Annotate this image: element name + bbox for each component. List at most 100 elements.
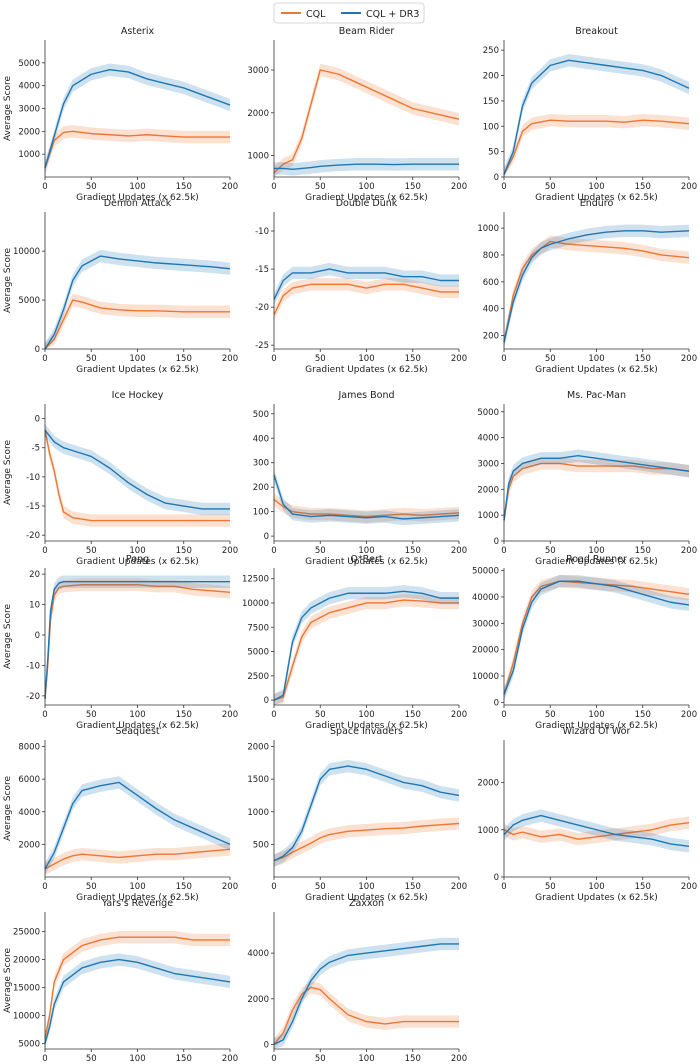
chart-panel: Zaxxon050100150200020004000Gradient Upda… <box>247 898 467 1064</box>
chart-panel: Breakout 0 50 100 150 200 0 50 100 150 200 250 Gradi… <box>483 26 697 203</box>
series-band <box>45 953 230 1049</box>
series-line <box>44 781 231 870</box>
y-tick-label: 800 <box>483 251 499 261</box>
x-tick-label: 200 <box>451 182 467 192</box>
y-tick-label: 0 <box>35 415 40 425</box>
y-tick-label: 50 <box>488 148 499 158</box>
x-tick-label: 0 <box>271 882 276 892</box>
x-tick-label: 100 <box>358 882 374 892</box>
y-tick-label: -10 <box>26 473 40 483</box>
chart-panel: Ice Hockey 0 50 100 150 200 -20 -15 -10 -5 0 Gradie… <box>3 390 238 567</box>
y-tick-label: 500 <box>253 840 269 850</box>
x-tick-label: 150 <box>176 354 192 364</box>
x-tick-label: 0 <box>271 546 276 556</box>
x-tick-label: 50 <box>545 710 556 720</box>
series-band <box>504 575 689 701</box>
x-tick-label: 100 <box>358 354 374 364</box>
y-tick-label: 2000 <box>247 995 269 1005</box>
y-axis-label: Average Score <box>3 948 13 1013</box>
x-tick-label: 0 <box>271 1054 276 1064</box>
x-tick-label: 200 <box>222 1054 238 1064</box>
x-axis-label: Gradient Updates (x 62.5k) <box>76 193 199 203</box>
series-band <box>274 817 459 867</box>
x-tick-label: 50 <box>545 182 556 192</box>
series-line <box>44 429 230 510</box>
series-line <box>273 69 460 174</box>
y-tick-label: 4000 <box>477 434 499 444</box>
chart-panel: Enduro 0 50 100 150 200 200 400 600 800 1000 Gradie… <box>477 198 697 375</box>
series-line <box>44 936 230 1038</box>
x-tick-label: 200 <box>681 354 697 364</box>
y-axis-label: Average Score <box>3 440 13 505</box>
x-tick-label: 200 <box>681 710 697 720</box>
chart-panel: Demon Attack 0 50 100 150 200 0 5000 10000 Gradie… <box>3 198 238 375</box>
x-axis-label: Gradient Updates (x 62.5k) <box>76 365 199 375</box>
chart-title: Breakout <box>575 26 618 37</box>
series-line <box>273 765 460 862</box>
y-tick-label: 4000 <box>18 808 40 818</box>
series-line <box>44 584 231 699</box>
series-line <box>274 163 459 170</box>
y-tick-label: 5000 <box>18 59 40 69</box>
x-tick-label: 0 <box>271 710 276 720</box>
x-tick-label: 100 <box>588 882 604 892</box>
x-axis-label: Gradient Updates (x 62.5k) <box>535 365 658 375</box>
x-tick-label: 150 <box>635 546 651 556</box>
x-tick-label: 0 <box>42 546 47 556</box>
x-tick-label: 100 <box>358 710 374 720</box>
y-axis-label: Average Score <box>3 76 13 141</box>
x-tick-label: 150 <box>176 1054 192 1064</box>
series-line <box>273 268 459 300</box>
series-line <box>44 130 230 169</box>
x-tick-label: 200 <box>681 546 697 556</box>
x-tick-label: 150 <box>635 182 651 192</box>
x-axis-label: Gradient Updates (x 62.5k) <box>535 557 658 567</box>
chart-panel: Space Invaders 0 50 100 150 200 500 1000 1500 200… <box>247 726 467 903</box>
x-tick-label: 0 <box>42 1054 47 1064</box>
x-axis-label: Gradient Updates (x 62.5k) <box>305 721 428 731</box>
y-axis-label: Average Score <box>3 248 13 313</box>
y-tick-label: 10 <box>29 601 40 611</box>
x-tick-label: 200 <box>222 882 238 892</box>
chart-title: Q*Bert <box>350 554 382 565</box>
series-band <box>504 816 689 846</box>
y-tick-label: 400 <box>483 305 499 315</box>
x-tick-label: 200 <box>222 546 238 556</box>
y-tick-label: 7500 <box>247 623 269 633</box>
y-tick-label: 0 <box>494 173 499 183</box>
x-tick-label: 200 <box>451 710 467 720</box>
y-tick-label: 0 <box>264 696 269 706</box>
y-tick-label: 200 <box>483 332 499 342</box>
series-line <box>273 283 459 316</box>
series-band <box>274 585 459 705</box>
y-tick-label: 3000 <box>247 66 269 76</box>
series-line <box>273 986 459 1045</box>
x-tick-label: 100 <box>129 182 145 192</box>
y-tick-label: 4000 <box>247 949 269 959</box>
series-band <box>274 468 459 526</box>
chart-title: Asterix <box>121 26 155 37</box>
x-tick-label: 200 <box>222 354 238 364</box>
series-line <box>503 580 690 695</box>
x-tick-label: 50 <box>545 354 556 364</box>
x-tick-label: 0 <box>271 354 276 364</box>
y-tick-label: 20000 <box>13 956 40 966</box>
chart-title: Zaxxon <box>349 898 384 909</box>
chart-title: James Bond <box>337 390 394 401</box>
y-tick-label: 30000 <box>472 619 499 629</box>
x-tick-label: 200 <box>451 1054 467 1064</box>
series-band <box>274 759 459 867</box>
y-tick-label: 10000 <box>472 672 499 682</box>
series-band <box>45 424 230 527</box>
series-line <box>503 821 690 840</box>
series-line <box>503 240 690 343</box>
y-tick-label: 5000 <box>477 408 499 418</box>
series-band <box>274 593 459 705</box>
chart-panel: Pong 0 50 100 150 200 -20 -10 0 10 20 Gradient Upda… <box>3 554 238 731</box>
x-tick-label: 150 <box>176 546 192 556</box>
y-tick-label: 600 <box>483 278 499 288</box>
x-tick-label: 100 <box>588 546 604 556</box>
x-tick-label: 50 <box>86 1054 97 1064</box>
